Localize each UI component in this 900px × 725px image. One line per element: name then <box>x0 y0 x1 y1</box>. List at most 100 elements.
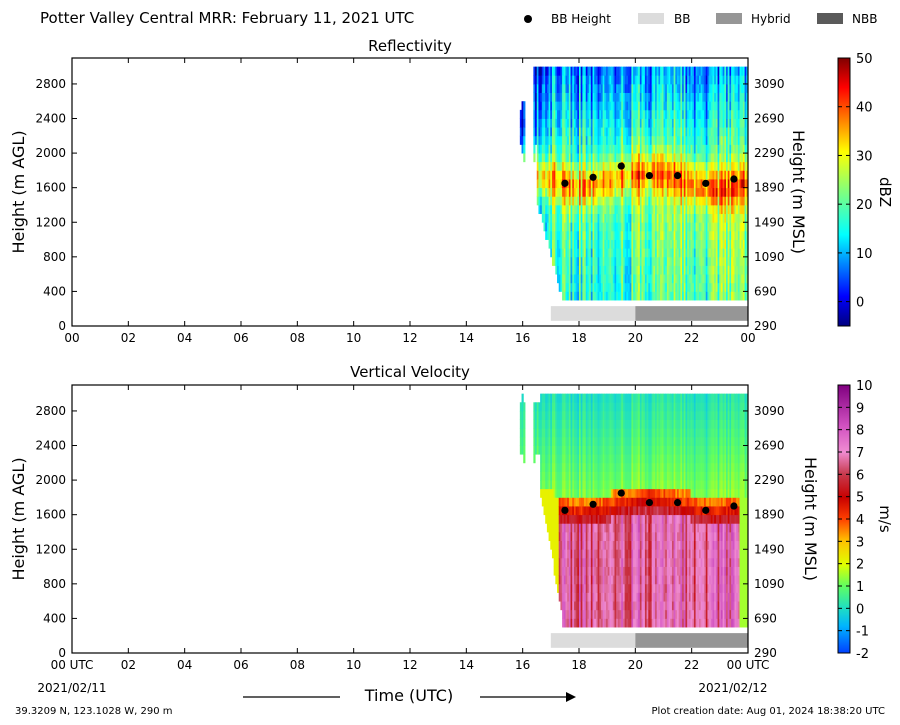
heatmap-cell <box>575 592 578 602</box>
heatmap-cell <box>715 196 719 206</box>
heatmap-cell <box>521 393 524 403</box>
heatmap-cell <box>700 161 703 171</box>
heatmap-cell <box>612 583 615 593</box>
heatmap-cell <box>655 66 658 76</box>
heatmap-cell <box>567 101 570 111</box>
heatmap-cell <box>653 282 656 292</box>
heatmap-cell <box>626 187 629 197</box>
heatmap-cell <box>715 75 719 85</box>
heatmap-cell <box>655 265 658 275</box>
heatmap-cell <box>666 204 670 215</box>
heatmap-cell <box>570 514 573 524</box>
heatmap-cell <box>546 514 550 524</box>
heatmap-cell <box>695 101 698 111</box>
heatmap-cell <box>666 170 670 180</box>
heatmap-cell <box>550 419 553 429</box>
heatmap-cell <box>584 187 587 197</box>
heatmap-cell <box>631 583 634 593</box>
heatmap-cell <box>666 187 670 197</box>
heatmap-cell <box>619 402 622 412</box>
heatmap-cell <box>604 92 607 102</box>
heatmap-cell <box>722 239 725 249</box>
heatmap-cell <box>609 419 612 429</box>
heatmap-cell <box>612 428 615 438</box>
heatmap-cell <box>563 144 566 154</box>
heatmap-cell <box>621 204 624 215</box>
heatmap-cell <box>617 592 621 602</box>
heatmap-cell <box>727 204 730 215</box>
heatmap-cell <box>631 187 634 197</box>
heatmap-cell <box>540 135 543 145</box>
heatmap-cell <box>607 230 610 240</box>
heatmap-cell <box>558 196 561 206</box>
heatmap-cell <box>631 471 634 481</box>
heatmap-cell <box>580 462 583 472</box>
heatmap-cell <box>607 83 610 93</box>
heatmap-cell <box>599 75 602 85</box>
heatmap-cell <box>551 402 555 412</box>
heatmap-cell <box>568 506 572 516</box>
heatmap-cell <box>567 618 570 628</box>
heatmap-cell <box>614 83 617 93</box>
heatmap-cell <box>600 109 604 119</box>
heatmap-cell <box>612 609 615 619</box>
heatmap-cell <box>715 213 719 223</box>
heatmap-cell <box>705 187 708 197</box>
heatmap-cell <box>622 592 626 602</box>
heatmap-cell <box>682 222 685 232</box>
heatmap-cell <box>546 393 550 403</box>
heatmap-cell <box>739 161 742 171</box>
heatmap-cell <box>638 204 641 215</box>
heatmap-cell <box>666 92 670 102</box>
heatmap-cell <box>633 204 636 215</box>
heatmap-cell <box>710 127 714 137</box>
heatmap-cell <box>670 75 673 85</box>
heatmap-cell <box>660 92 663 102</box>
heatmap-cell <box>732 213 735 223</box>
heatmap-cell <box>624 497 627 507</box>
heatmap-cell <box>722 153 725 163</box>
heatmap-cell <box>599 540 602 550</box>
heatmap-cell <box>573 462 577 472</box>
heatmap-cell <box>649 92 653 102</box>
heatmap-cell <box>572 514 575 524</box>
heatmap-cell <box>572 144 575 154</box>
heatmap-cell <box>619 92 622 102</box>
heatmap-cell <box>621 274 624 284</box>
heatmap-cell <box>692 230 695 240</box>
heatmap-cell <box>589 609 592 619</box>
heatmap-cell <box>624 222 627 232</box>
heatmap-cell <box>595 609 599 619</box>
heatmap-cell <box>597 75 600 85</box>
heatmap-cell <box>719 109 722 119</box>
heatmap-cell <box>536 92 539 102</box>
heatmap-cell <box>658 248 661 258</box>
heatmap-cell <box>634 179 637 189</box>
heatmap-cell <box>560 144 563 154</box>
heatmap-cell <box>565 92 568 102</box>
heatmap-cell <box>724 204 727 215</box>
heatmap-cell <box>541 480 545 490</box>
heatmap-cell <box>746 144 748 154</box>
heatmap-cell <box>682 109 685 119</box>
heatmap-cell <box>535 75 538 85</box>
heatmap-cell <box>622 428 626 438</box>
heatmap-cell <box>521 402 524 412</box>
heatmap-cell <box>636 436 639 446</box>
heatmap-cell <box>690 83 693 93</box>
heatmap-cell <box>680 196 683 206</box>
heatmap-cell <box>697 196 700 206</box>
heatmap-cell <box>557 497 560 507</box>
heatmap-cell <box>582 204 585 215</box>
heatmap-cell <box>646 239 649 249</box>
heatmap-cell <box>579 523 582 533</box>
heatmap-cell <box>619 445 622 455</box>
heatmap-cell <box>597 282 600 292</box>
heatmap-cell <box>589 144 592 154</box>
heatmap-cell <box>720 187 724 197</box>
heatmap-cell <box>732 170 735 180</box>
heatmap-cell <box>714 239 717 249</box>
heatmap-cell <box>607 248 610 258</box>
heatmap-cell <box>688 75 692 85</box>
heatmap-cell <box>550 230 553 240</box>
